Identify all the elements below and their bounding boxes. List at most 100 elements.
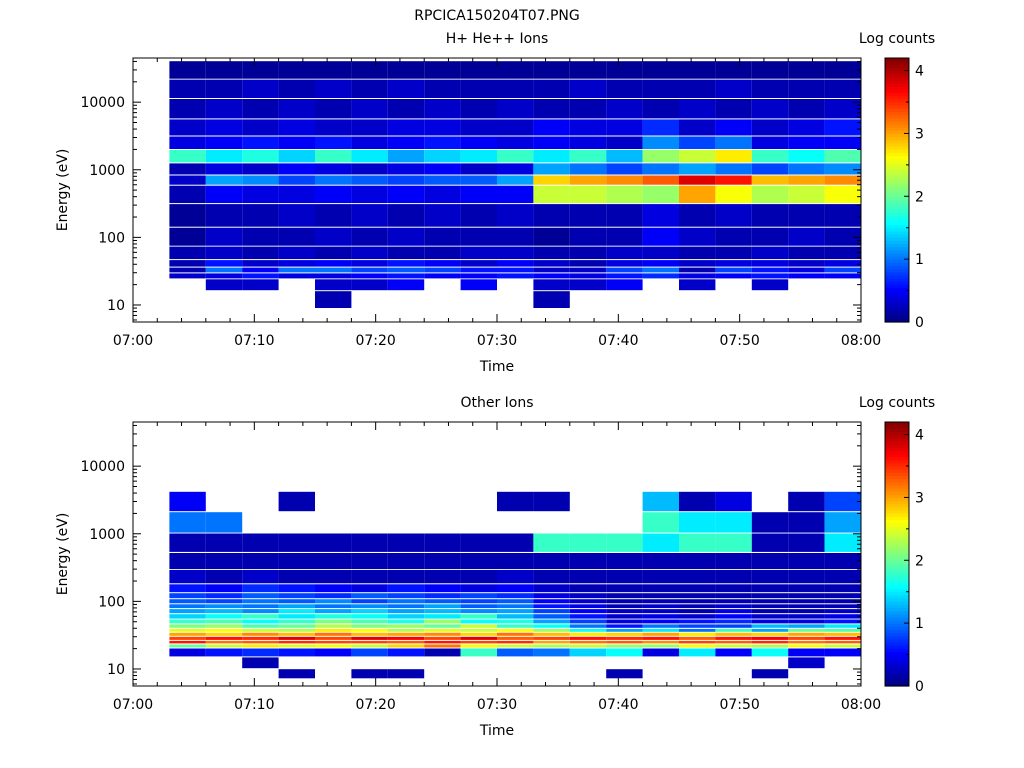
heatmap-cell bbox=[315, 609, 352, 614]
heatmap-cell bbox=[169, 624, 206, 628]
colorbar-segment bbox=[885, 425, 909, 429]
colorbar-segment bbox=[885, 541, 909, 546]
heatmap-cell bbox=[642, 624, 679, 628]
heatmap-cell bbox=[679, 533, 716, 552]
heatmap-cell bbox=[242, 636, 279, 640]
heatmap-cell bbox=[715, 599, 752, 604]
heatmap-cell bbox=[715, 624, 752, 628]
heatmap-cell bbox=[351, 584, 388, 593]
colorbar-segment bbox=[885, 557, 909, 561]
heatmap-cell bbox=[642, 632, 679, 636]
heatmap-cell bbox=[751, 163, 789, 175]
heatmap-cell bbox=[715, 648, 752, 657]
heatmap-cell bbox=[351, 163, 388, 175]
colorbar-segment bbox=[885, 604, 909, 609]
heatmap-cell bbox=[278, 273, 315, 279]
heatmap-cell bbox=[351, 632, 388, 636]
heatmap-cell bbox=[679, 619, 716, 624]
colorbar-segment bbox=[885, 262, 909, 267]
heatmap-cell bbox=[533, 604, 570, 609]
x-tick-label: 07:50 bbox=[719, 333, 759, 349]
heatmap-cell bbox=[788, 79, 825, 98]
heatmap-cell bbox=[533, 491, 570, 512]
heatmap-cell bbox=[169, 79, 206, 98]
heatmap-cell bbox=[606, 61, 643, 79]
heatmap-cell bbox=[824, 99, 861, 119]
colorbar-segment bbox=[885, 205, 909, 210]
colorbar-segment bbox=[885, 89, 909, 94]
heatmap-cell bbox=[278, 267, 315, 273]
heatmap-cell bbox=[351, 246, 388, 260]
heatmap-cell bbox=[642, 609, 679, 614]
colorbar-segment bbox=[885, 259, 909, 263]
colorbar-segment bbox=[885, 133, 909, 138]
heatmap-cell bbox=[679, 644, 716, 648]
heatmap-cell bbox=[387, 669, 425, 679]
colorbar-segment bbox=[885, 61, 909, 65]
colorbar-segment bbox=[885, 579, 909, 583]
heatmap-cell bbox=[679, 604, 716, 609]
heatmap-cell bbox=[824, 636, 861, 640]
heatmap-cell bbox=[497, 619, 534, 624]
heatmap-cell bbox=[824, 163, 861, 175]
heatmap-cell bbox=[788, 553, 825, 569]
y-tick-label: 100 bbox=[98, 594, 125, 610]
colorbar-segment bbox=[885, 582, 909, 587]
heatmap-cell bbox=[788, 512, 825, 533]
heatmap-cell bbox=[315, 185, 352, 204]
heatmap-cell bbox=[242, 136, 279, 149]
heatmap-cell bbox=[679, 175, 716, 185]
heatmap-cell bbox=[533, 136, 570, 149]
heatmap-cell bbox=[351, 636, 388, 640]
heatmap-cell bbox=[642, 119, 679, 136]
heatmap-cell bbox=[351, 99, 388, 119]
heatmap-cell bbox=[533, 593, 570, 599]
heatmap-cell bbox=[460, 593, 497, 599]
colorbar-segment bbox=[885, 95, 909, 100]
heatmap-cell bbox=[424, 644, 461, 648]
heatmap-cell bbox=[351, 533, 388, 552]
heatmap-cell bbox=[679, 185, 716, 204]
heatmap-cell bbox=[242, 119, 279, 136]
heatmap-cell bbox=[824, 227, 861, 246]
heatmap-cell bbox=[315, 593, 352, 599]
heatmap-cell bbox=[169, 149, 206, 163]
heatmap-cell bbox=[169, 185, 206, 204]
heatmap-cell bbox=[751, 569, 789, 584]
heatmap-cell bbox=[424, 163, 461, 175]
heatmap-cell bbox=[606, 149, 643, 163]
x-tick-label: 07:20 bbox=[355, 333, 395, 349]
heatmap-cell bbox=[497, 273, 534, 279]
heatmap-cell bbox=[242, 599, 279, 604]
heatmap-cell bbox=[751, 584, 789, 593]
colorbar-segment bbox=[885, 437, 909, 442]
heatmap-cell bbox=[642, 79, 679, 98]
heatmap-cell bbox=[351, 185, 388, 204]
heatmap-cell bbox=[278, 599, 315, 604]
heatmap-cell bbox=[606, 648, 643, 657]
heatmap-cell bbox=[424, 624, 461, 628]
heatmap-cell bbox=[169, 533, 206, 552]
heatmap-cell bbox=[715, 636, 752, 640]
heatmap-cell bbox=[533, 644, 570, 648]
heatmap-cell bbox=[824, 260, 861, 267]
heatmap-cell bbox=[715, 246, 752, 260]
colorbar-segment bbox=[885, 428, 909, 433]
heatmap-cell bbox=[242, 279, 279, 291]
heatmap-cell bbox=[315, 279, 352, 291]
heatmap-cell bbox=[424, 149, 461, 163]
colorbar-segment bbox=[885, 177, 909, 182]
heatmap-cell bbox=[751, 604, 789, 609]
heatmap-cell bbox=[569, 246, 607, 260]
colorbar-segment bbox=[885, 667, 909, 671]
heatmap-cell bbox=[497, 584, 534, 593]
heatmap-cell bbox=[569, 644, 607, 648]
heatmap-cell bbox=[606, 260, 643, 267]
heatmap-cell bbox=[242, 648, 279, 657]
heatmap-cell bbox=[679, 119, 716, 136]
heatmap-cell bbox=[679, 640, 716, 644]
heatmap-cell bbox=[315, 624, 352, 628]
heatmap-cell bbox=[387, 644, 425, 648]
heatmap-cell bbox=[824, 267, 861, 273]
heatmap-cell bbox=[788, 599, 825, 604]
